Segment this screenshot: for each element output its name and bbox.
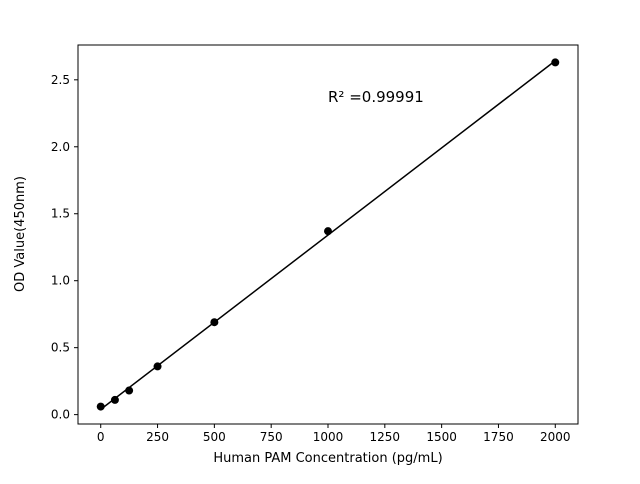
data-point xyxy=(324,227,332,236)
y-tick-label: 1.5 xyxy=(51,207,70,221)
y-tick-label: 1.0 xyxy=(51,274,70,288)
data-point xyxy=(110,395,119,404)
x-tick-label: 750 xyxy=(260,430,283,444)
y-tick-label: 2.0 xyxy=(51,140,70,154)
x-tick-label: 2000 xyxy=(540,430,571,444)
x-tick-label: 1000 xyxy=(313,430,344,444)
y-axis-label: OD Value(450nm) xyxy=(13,176,28,292)
x-tick-label: 1500 xyxy=(426,430,457,444)
plot-border xyxy=(77,44,579,425)
x-axis-label: Human PAM Concentration (pg/mL) xyxy=(213,451,442,466)
x-tick-label: 0 xyxy=(97,430,105,444)
y-tick-label: 0.5 xyxy=(51,341,70,355)
x-tick-label: 500 xyxy=(203,430,226,444)
x-tick-label: 1250 xyxy=(370,430,401,444)
y-tick-label: 2.5 xyxy=(51,73,70,87)
y-tick-label: 0.0 xyxy=(51,408,70,422)
x-tick-label: 250 xyxy=(146,430,169,444)
r-squared-annotation: R² =0.99991 xyxy=(328,88,424,106)
data-point xyxy=(551,58,560,67)
fit-line xyxy=(100,60,556,410)
x-tick-label: 1750 xyxy=(483,430,514,444)
